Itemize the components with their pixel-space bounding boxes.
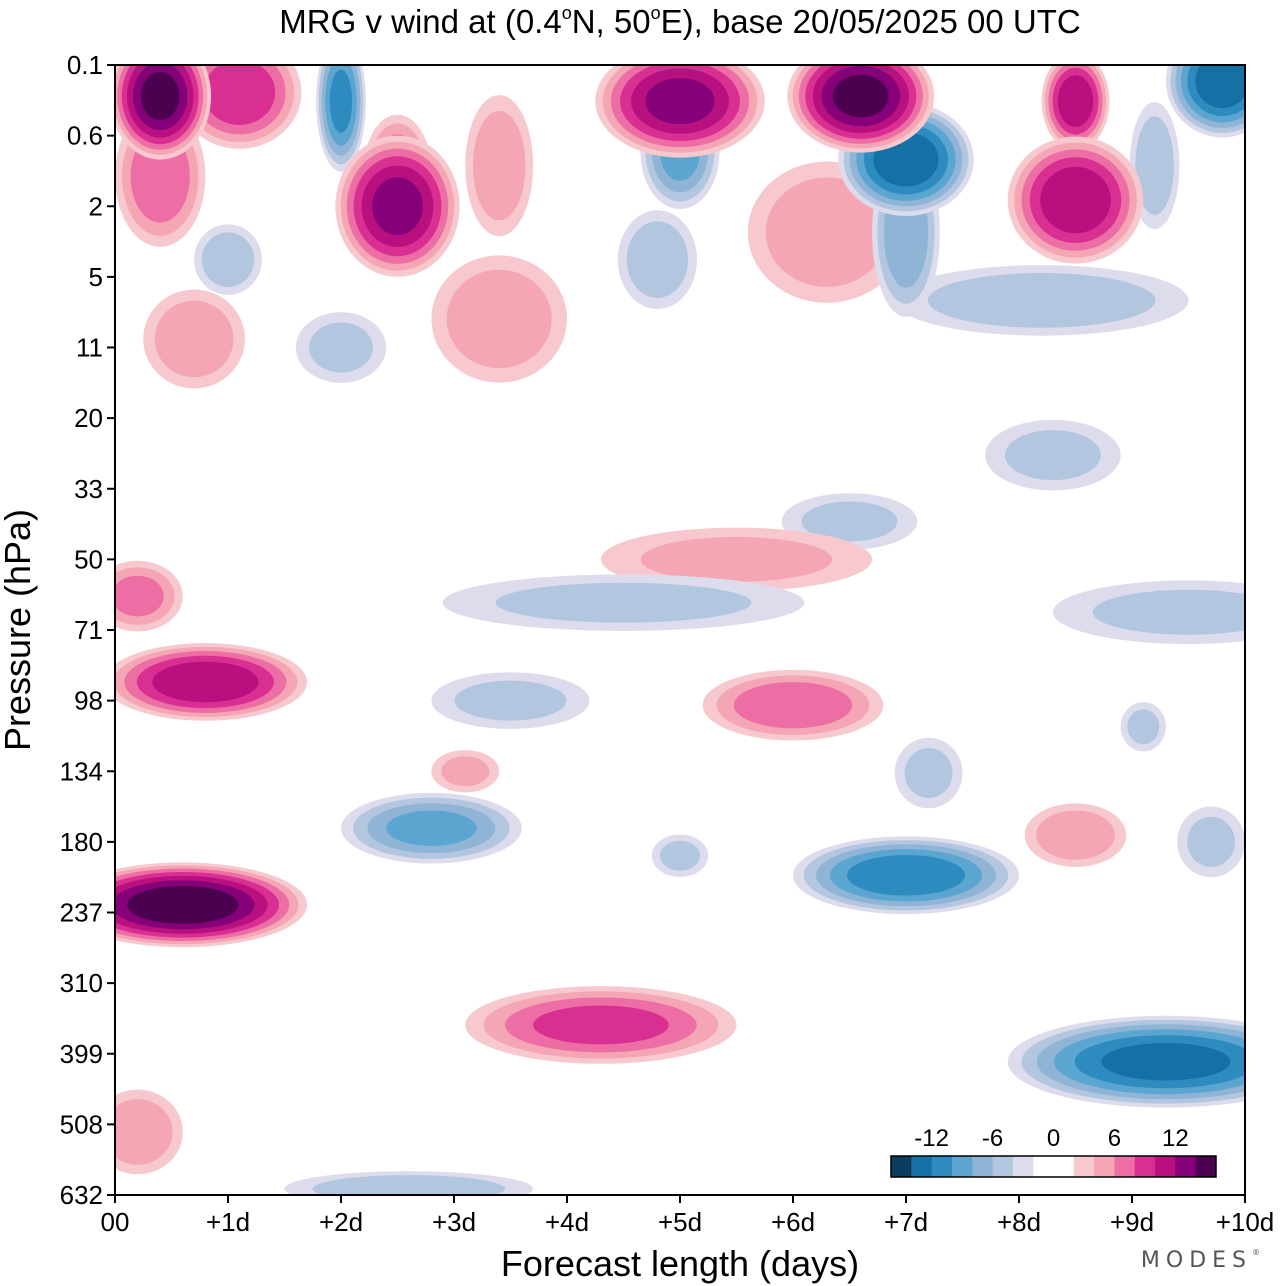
y-tick-label: 71 [74, 615, 103, 645]
x-tick-label: +9d [1110, 1207, 1154, 1237]
x-tick-label: +6d [771, 1207, 815, 1237]
y-tick-label: 98 [74, 686, 103, 716]
colorbar-swatch [1155, 1156, 1176, 1177]
y-tick-label: 11 [76, 333, 103, 363]
y-tick-label: 508 [60, 1109, 103, 1139]
x-tick-label: +7d [884, 1207, 928, 1237]
y-tick-label: 0.1 [67, 50, 103, 80]
contour-pos-level-4 [203, 65, 276, 125]
y-tick-label: 180 [60, 827, 103, 857]
contour-pos-level-5 [152, 661, 259, 703]
contour-neg-level-2 [1127, 709, 1160, 745]
colorbar-swatch [972, 1156, 994, 1177]
y-axis: 0.1 0.6 2 5 11 20 33 50 71 98 134 180 237 310 399 508 63… [60, 50, 115, 1210]
contour-pos-level-6 [372, 177, 423, 236]
contour-neg-level-2 [495, 582, 752, 623]
contour-pos-level-7 [833, 74, 889, 118]
contour-pos-level-3 [733, 682, 853, 729]
colorbar-swatch [992, 1156, 1014, 1177]
contour-pos-level-6 [645, 78, 715, 125]
modes-logo: MODES® [1140, 1248, 1260, 1273]
colorbar-swatch [931, 1156, 953, 1177]
x-tick-label: +5d [658, 1207, 702, 1237]
contour-pos-level-5 [1057, 75, 1094, 127]
colorbar-swatch [1053, 1156, 1075, 1177]
contour-pos-level-2 [441, 756, 490, 787]
contour-pos-level-2 [472, 110, 526, 221]
contour-pos-level-7 [127, 885, 239, 924]
colorbar: -12 -6 0 6 12 [890, 1125, 1217, 1178]
contour-neg-level-2 [1004, 430, 1101, 481]
colorbar-swatch [1195, 1156, 1217, 1177]
contour-neg-level-2 [904, 748, 953, 798]
contour-pos-level-7 [140, 72, 180, 121]
y-axis-label: Pressure (hPa) [0, 509, 38, 751]
contour-field [115, 65, 1245, 1195]
y-tick-label: 399 [60, 1039, 103, 1069]
x-tick-label: +4d [545, 1207, 589, 1237]
contour-neg-level-5 [846, 854, 966, 896]
x-tick-label: 00 [101, 1207, 130, 1237]
y-tick-label: 310 [60, 968, 103, 998]
contour-neg-level-2 [1092, 589, 1245, 635]
colorbar-label: -12 [914, 1125, 949, 1152]
y-tick-label: 50 [74, 544, 103, 574]
colorbar-swatch [1094, 1156, 1115, 1177]
y-tick-label: 5 [89, 262, 103, 292]
contour-neg-level-2 [1187, 816, 1236, 867]
x-tick-label: +2d [319, 1207, 363, 1237]
colorbar-swatch [1134, 1156, 1156, 1177]
y-tick-label: 33 [74, 474, 103, 504]
contour-pos-level-2 [115, 1099, 173, 1165]
colorbar-label: -6 [982, 1125, 1003, 1152]
contour-pos-level-2 [765, 177, 889, 287]
x-axis: 00 +1d +2d +3d +4d +5d +6d +7d +8d +9d +10d [101, 1195, 1275, 1237]
contour-pos-level-2 [1036, 810, 1115, 860]
x-tick-label: +1d [206, 1207, 250, 1237]
x-axis-label: Forecast length (days) [501, 1243, 859, 1284]
contour-neg-level-2 [312, 1175, 506, 1195]
y-tick-label: 237 [60, 898, 103, 928]
contour-neg-level-2 [201, 232, 255, 288]
x-tick-label: +10d [1216, 1207, 1275, 1237]
y-tick-label: 20 [74, 403, 103, 433]
contour-neg-level-2 [927, 273, 1156, 328]
y-tick-label: 134 [60, 756, 103, 786]
contour-neg-level-2 [660, 840, 700, 871]
contour-pos-level-2 [154, 300, 234, 378]
colorbar-swatch [1114, 1156, 1136, 1177]
contour-pos-level-4 [533, 1005, 669, 1045]
y-tick-label: 632 [60, 1180, 103, 1210]
contour-pos-level-2 [640, 536, 833, 582]
colorbar-label: 6 [1108, 1125, 1121, 1152]
contour-neg-level-2 [309, 322, 373, 373]
colorbar-swatch [1012, 1156, 1034, 1177]
contour-neg-level-4 [386, 810, 477, 846]
colorbar-swatch [951, 1156, 973, 1177]
contour-pos-level-5 [1040, 166, 1111, 234]
x-tick-label: +3d [432, 1207, 476, 1237]
y-tick-label: 2 [89, 191, 103, 221]
chart-title: MRG v wind at (0.4oN, 50oE), base 20/05/… [279, 3, 1080, 40]
contour-neg-level-2 [1135, 116, 1174, 215]
contour-pos-level-3 [115, 575, 164, 617]
colorbar-label: 0 [1047, 1125, 1060, 1152]
contour-neg-level-2 [801, 501, 898, 542]
colorbar-swatch [891, 1156, 912, 1177]
contour-neg-level-5 [329, 69, 353, 133]
contour-pos-level-2 [446, 269, 552, 369]
colorbar-swatch [1073, 1156, 1095, 1177]
x-tick-label: +8d [997, 1207, 1041, 1237]
contour-neg-level-6 [1101, 1042, 1231, 1081]
colorbar-swatch [1033, 1156, 1054, 1177]
contour-neg-level-6 [1195, 65, 1245, 109]
colorbar-swatch [1175, 1156, 1197, 1177]
y-tick-label: 0.6 [67, 121, 103, 151]
colorbar-label: 12 [1162, 1125, 1189, 1152]
colorbar-swatch [911, 1156, 933, 1177]
contour-neg-level-2 [626, 221, 689, 298]
contour-neg-level-2 [454, 680, 567, 721]
colorbar-frame [890, 1155, 1217, 1178]
